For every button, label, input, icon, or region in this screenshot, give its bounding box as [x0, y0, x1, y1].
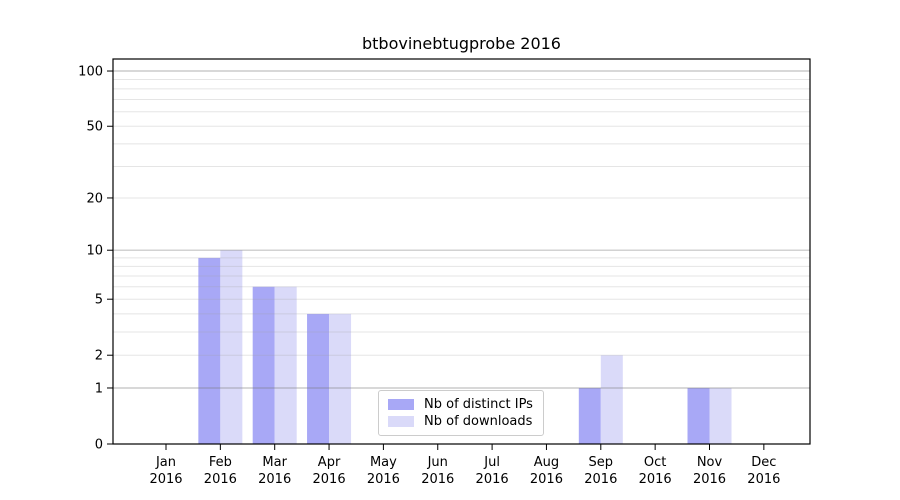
- x-tick-label: Jul: [483, 455, 500, 470]
- legend-entry-distinct-ips: Nb of distinct IPs: [388, 397, 534, 413]
- y-tick-label: 20: [86, 191, 103, 206]
- y-tick-label: 10: [86, 244, 103, 259]
- bar-downloads-month-11: [709, 387, 732, 444]
- legend-swatch-downloads-icon: [388, 416, 414, 427]
- x-tick-label: 2016: [367, 472, 400, 487]
- x-tick-label: 2016: [530, 472, 563, 487]
- bar-downloads-month-3: [274, 286, 297, 444]
- x-tick-label: Dec: [751, 455, 776, 470]
- x-tick-label: 2016: [204, 472, 237, 487]
- y-tick-label: 0: [95, 438, 103, 453]
- x-tick-label: Nov: [697, 455, 723, 470]
- bar-downloads-month-4: [329, 313, 352, 444]
- bar-downloads-month-2: [220, 250, 243, 444]
- x-tick-label: 2016: [258, 472, 291, 487]
- y-tick-label: 5: [95, 293, 103, 308]
- plot-border: [112, 58, 811, 445]
- x-tick-label: 2016: [421, 472, 454, 487]
- chart-title: btbovinebtugprobe 2016: [362, 34, 561, 53]
- legend-swatch-distinct-ips-icon: [388, 399, 414, 410]
- x-tick-label: Sep: [589, 455, 614, 470]
- x-tick-label: 2016: [313, 472, 346, 487]
- bar-downloads-month-9: [600, 355, 623, 444]
- x-tick-label: 2016: [639, 472, 672, 487]
- x-tick-label: Apr: [318, 455, 341, 470]
- x-tick-label: Feb: [209, 455, 232, 470]
- bar-distinct-ips-month-9: [578, 387, 601, 444]
- bar-distinct-ips-month-3: [252, 286, 275, 444]
- x-tick-label: 2016: [747, 472, 780, 487]
- x-tick-label: 2016: [476, 472, 509, 487]
- x-tick-label: 2016: [584, 472, 617, 487]
- x-tick-label: Oct: [644, 455, 666, 470]
- legend-label-distinct-ips: Nb of distinct IPs: [424, 396, 533, 412]
- bar-distinct-ips-month-2: [198, 257, 221, 444]
- legend-label-downloads: Nb of downloads: [424, 413, 533, 429]
- bar-distinct-ips-month-4: [307, 313, 330, 444]
- bar-distinct-ips-month-11: [687, 387, 710, 444]
- x-tick-label: Jan: [155, 455, 176, 470]
- x-tick-label: Jun: [427, 455, 448, 470]
- x-tick-label: May: [370, 455, 397, 470]
- x-tick-label: 2016: [149, 472, 182, 487]
- x-tick-label: 2016: [693, 472, 726, 487]
- y-tick-label: 50: [86, 120, 103, 135]
- legend: Nb of distinct IPs Nb of downloads: [378, 390, 544, 436]
- x-tick-label: Aug: [534, 455, 559, 470]
- legend-entry-downloads: Nb of downloads: [388, 414, 534, 430]
- y-tick-label: 1: [95, 381, 103, 396]
- x-tick-label: Mar: [262, 455, 287, 470]
- y-tick-label: 100: [78, 65, 103, 80]
- y-tick-label: 2: [95, 349, 103, 364]
